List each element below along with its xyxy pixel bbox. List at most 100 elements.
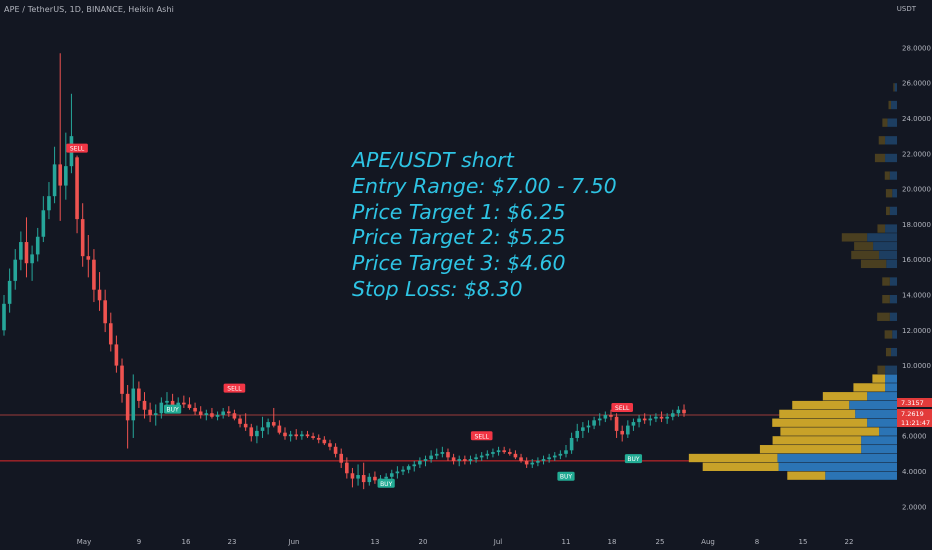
candle-body-16 — [92, 259, 96, 290]
candle-body-54 — [305, 434, 310, 437]
candle-body-26 — [148, 409, 152, 416]
candle-body-76 — [429, 455, 433, 460]
signal-buy-4-label: BUY — [380, 481, 393, 488]
candle-body-94 — [530, 462, 535, 465]
candle-body-19 — [108, 323, 113, 345]
candle-body-45 — [255, 430, 259, 437]
profile-buy-29 — [888, 100, 892, 110]
candle-body-78 — [440, 452, 445, 454]
candle-body-44 — [249, 427, 254, 437]
candle-body-32 — [182, 402, 186, 405]
signal-sell-2-box — [223, 383, 246, 393]
profile-buy-20 — [854, 242, 874, 251]
candle-body-103 — [581, 427, 585, 431]
candle-body-100 — [564, 450, 568, 454]
candle-body-75 — [423, 459, 428, 461]
trade-annotation: APE/USDT short Entry Range: $7.00 - 7.50… — [352, 148, 617, 303]
candle-body-90 — [508, 452, 512, 454]
candle-body-80 — [451, 457, 456, 461]
currency-label: USDT — [896, 5, 916, 13]
candle-body-7 — [41, 210, 46, 237]
candle-body-46 — [260, 427, 265, 431]
profile-sell-21 — [867, 233, 897, 242]
profile-buy-23 — [886, 206, 890, 216]
candle-body-108 — [609, 415, 613, 417]
signal-buy-4-box — [377, 478, 395, 488]
last-price-tag-bg — [897, 398, 932, 407]
profile-sell-8 — [849, 400, 897, 410]
profile-sell-22 — [885, 224, 897, 233]
candle-body-59 — [333, 446, 338, 454]
candle-body-22 — [125, 393, 130, 421]
candle-body-97 — [547, 457, 551, 460]
candle-body-110 — [620, 430, 624, 435]
annotation-line-6: Stop Loss: $8.30 — [352, 276, 523, 301]
profile-buy-0 — [787, 471, 826, 480]
candle-body-87 — [491, 452, 495, 454]
signals: SELL BUY SELL SELL BUY BUY SELL BUY — [66, 143, 643, 488]
candle-body-88 — [496, 450, 501, 453]
candle-body-102 — [575, 430, 580, 438]
candle-body-21 — [120, 365, 124, 394]
profile-sell-29 — [891, 100, 897, 110]
candle-body-43 — [243, 423, 248, 428]
profile-sell-20 — [873, 242, 897, 251]
current-price-tag: 7.2619 — [901, 410, 924, 418]
y-tick-6: 14.0000 — [902, 292, 931, 300]
profile-buy-28 — [882, 118, 888, 127]
candle-body-120 — [676, 409, 681, 414]
y-tick-12: 26.0000 — [902, 80, 931, 88]
y-tick-13: 28.0000 — [902, 44, 931, 52]
candle-body-2 — [13, 259, 18, 281]
profile-buy-3 — [759, 445, 862, 454]
x-tick-4: Jun — [288, 538, 300, 546]
candle-body-42 — [238, 418, 242, 424]
candle-body-49 — [277, 425, 282, 433]
x-tick-8: 11 — [562, 538, 571, 546]
candle-body-117 — [659, 416, 664, 419]
annotation-line-1: APE/USDT short — [352, 148, 514, 172]
candle-body-48 — [271, 422, 276, 426]
candle-body-84 — [474, 457, 478, 460]
signal-buy-7-label: BUY — [627, 456, 640, 463]
y-tick-2: 6.0000 — [902, 433, 927, 441]
candle-body-6 — [35, 236, 40, 255]
candle-body-69 — [389, 473, 394, 477]
profile-buy-1 — [702, 462, 779, 471]
candle-body-14 — [80, 219, 85, 257]
candle-body-28 — [159, 402, 164, 414]
candle-body-121 — [682, 409, 686, 414]
profile-sell-6 — [867, 418, 897, 427]
candle-body-89 — [502, 450, 506, 453]
x-tick-11: Aug — [701, 538, 715, 546]
candle-body-36 — [204, 413, 209, 416]
x-tick-10: 25 — [656, 538, 665, 546]
candles — [2, 53, 686, 490]
candle-body-101 — [569, 437, 574, 451]
candle-body-24 — [137, 388, 141, 401]
profile-buy-26 — [874, 153, 886, 163]
profile-buy-7 — [779, 409, 856, 419]
candle-body-91 — [513, 453, 518, 458]
profile-buy-4 — [772, 436, 862, 445]
x-tick-0: May — [77, 538, 91, 546]
y-tick-7: 16.0000 — [902, 256, 931, 264]
profile-sell-5 — [879, 427, 897, 436]
candle-body-35 — [198, 411, 203, 416]
x-tick-5: 13 — [371, 538, 380, 546]
time-axis: May 9 16 23 Jun 13 20 Jul 11 18 25 Aug 8 15 22 — [77, 538, 854, 546]
candle-body-61 — [345, 462, 349, 474]
volume-profile — [688, 83, 897, 480]
candle-body-64 — [361, 475, 366, 483]
y-tick-11: 24.0000 — [902, 115, 931, 123]
profile-sell-24 — [892, 189, 897, 198]
signal-sell-0-box — [66, 143, 88, 153]
profile-buy-12 — [877, 365, 886, 374]
candle-body-57 — [322, 439, 327, 444]
annotation-line-4: Price Target 2: $5.25 — [352, 225, 566, 250]
candle-body-1 — [7, 280, 12, 304]
candle-body-93 — [524, 460, 529, 465]
candle-body-11 — [64, 166, 68, 186]
